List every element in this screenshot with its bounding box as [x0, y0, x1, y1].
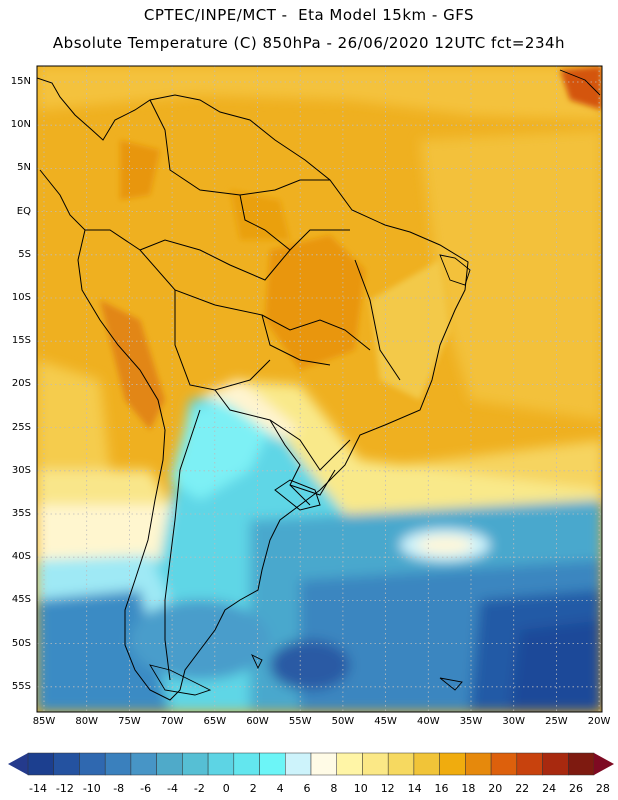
lat-tick-label: 35S	[11, 508, 31, 519]
colorbar-label: 22	[515, 782, 530, 795]
colorbar-label: 14	[407, 782, 422, 795]
colorbar-label: 2	[249, 782, 257, 795]
lon-tick-label: 60W	[246, 716, 269, 727]
colorbar-label: 16	[434, 782, 449, 795]
colorbar-box	[27, 752, 54, 776]
lat-tick-label: 15N	[10, 76, 31, 87]
colorbar-label: 26	[569, 782, 583, 795]
colorbar-box	[490, 752, 518, 776]
colorbar-label: 28	[595, 782, 610, 795]
colorbar-box	[130, 752, 157, 776]
map-frame	[36, 65, 603, 713]
colorbar-label: 24	[542, 782, 557, 795]
colorbar-label: 8	[330, 782, 338, 795]
colorbar-box	[207, 752, 235, 776]
colorbar-box	[79, 752, 106, 776]
lon-tick-label: 45W	[374, 716, 397, 727]
lat-tick-label: 10N	[10, 119, 31, 131]
temperature-map	[36, 65, 603, 713]
colorbar-over-arrow	[594, 753, 614, 775]
colorbar-box	[336, 752, 363, 776]
colorbar-box	[516, 752, 543, 776]
lon-tick-label: 20W	[587, 716, 611, 727]
colorbar-label: 4	[276, 782, 284, 795]
lat-tick-label: 15S	[11, 335, 31, 347]
lon-tick-label: 65W	[203, 716, 227, 727]
colorbar-label: 18	[461, 782, 476, 795]
colorbar-label: 0	[222, 782, 230, 795]
lat-tick-label: 55S	[11, 680, 31, 692]
lat-tick-label: 5S	[18, 248, 31, 260]
colorbar-box	[285, 752, 312, 776]
colorbar-label: 20	[488, 782, 503, 795]
lat-tick-label: 25S	[11, 421, 31, 433]
map-title-line2: Absolute Temperature (C) 850hPa - 26/06/…	[52, 34, 566, 52]
colorbar-label: 10	[353, 782, 368, 795]
lon-tick-label: 80W	[75, 716, 98, 727]
lon-tick-label: 85W	[32, 716, 56, 727]
lon-tick-label: 30W	[502, 716, 525, 727]
temperature-field	[37, 66, 602, 712]
map-title-line1: CPTEC/INPE/MCT - Eta Model 15km - GFS	[143, 6, 475, 24]
lon-tick-label: 70W	[160, 716, 184, 727]
colorbar-box	[387, 752, 415, 776]
colorbar-label: -2	[193, 782, 205, 795]
lat-tick-label: 5N	[17, 162, 31, 174]
colorbar-box	[104, 752, 132, 776]
colorbar-box	[53, 752, 80, 776]
lon-tick-label: 50W	[331, 716, 355, 727]
colorbar-label: -12	[55, 782, 74, 795]
colorbar-box	[233, 752, 260, 776]
colorbar-label: 12	[380, 782, 395, 795]
lon-tick-label: 35W	[459, 716, 483, 727]
colorbar-box	[465, 752, 492, 776]
colorbar-box	[439, 752, 466, 776]
coastline	[37, 77, 469, 701]
colorbar-under-arrow	[8, 753, 28, 775]
lon-tick-label: 75W	[118, 716, 141, 727]
lat-tick-label: 40S	[11, 551, 31, 563]
colorbar-label: -10	[82, 782, 101, 795]
colorbar-box	[182, 752, 209, 776]
lat-tick-label: 45S	[11, 594, 31, 606]
lat-tick-label: 30S	[11, 464, 31, 476]
colorbar-box	[568, 752, 595, 776]
colorbar-label: -14	[29, 782, 47, 795]
lat-tick-label: EQ	[16, 205, 31, 217]
colorbar-box	[362, 752, 389, 776]
colorbar-label: -8	[113, 782, 125, 795]
colorbar-box	[259, 752, 286, 776]
lat-tick-label: 10S	[11, 292, 31, 303]
islands	[149, 69, 601, 696]
colorbar-box	[310, 752, 337, 776]
lat-tick-label: 50S	[11, 637, 31, 649]
lon-tick-label: 40W	[416, 716, 440, 727]
colorbar-box	[542, 752, 569, 776]
lon-tick-label: 55W	[288, 716, 312, 727]
colorbar-box	[413, 752, 440, 776]
colorbar-label: -6	[140, 782, 152, 795]
colorbar-label: -4	[167, 782, 178, 795]
lon-tick-label: 25W	[545, 716, 568, 727]
colorbar	[8, 752, 614, 776]
lat-tick-label: 20S	[11, 378, 31, 390]
colorbar-label: 6	[303, 782, 311, 795]
colorbar-box	[156, 752, 183, 776]
